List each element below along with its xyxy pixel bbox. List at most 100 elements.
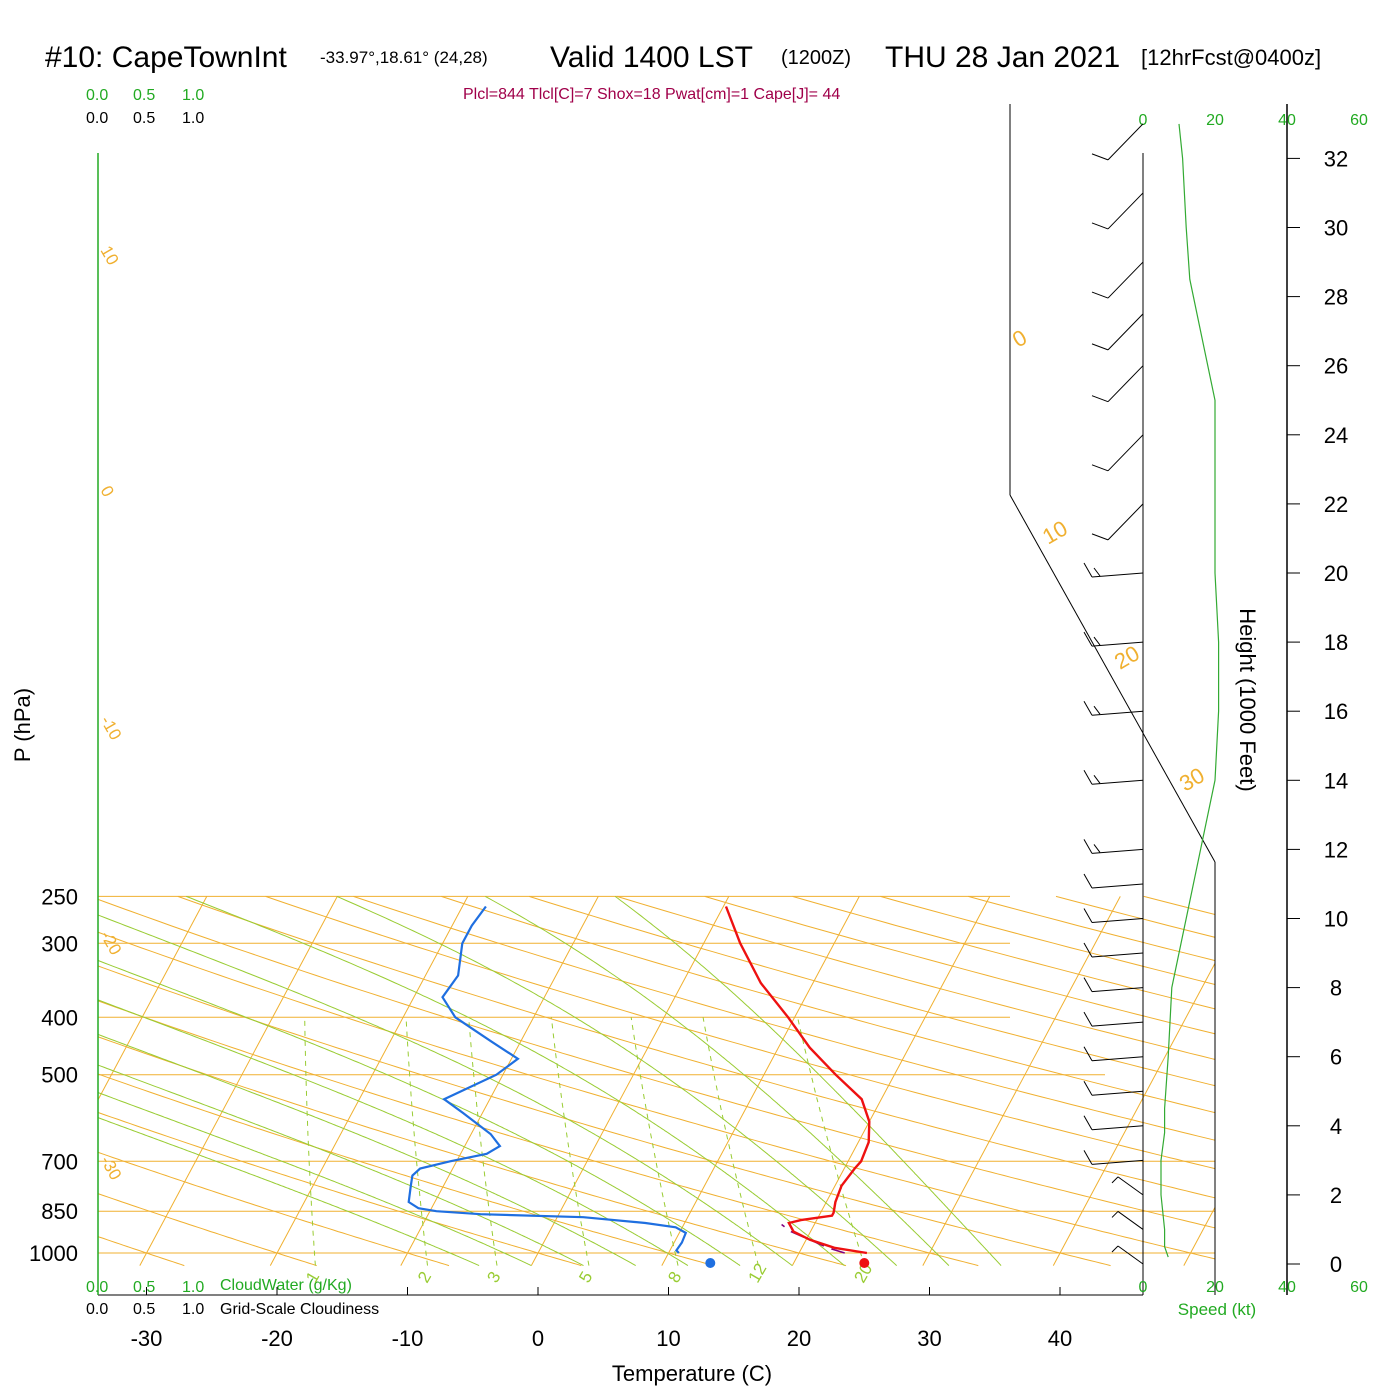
barb-staff (1091, 952, 1144, 958)
isotherm-label-left: -10 (97, 713, 126, 744)
speed-tick-label-top: 40 (1278, 112, 1296, 129)
barb-feather (1091, 291, 1109, 299)
dry-adiabat-line (98, 895, 1215, 1267)
moist-adiabat-line (98, 895, 584, 1267)
isotherm-line (269, 896, 469, 1266)
barb-feather (1083, 942, 1093, 958)
speed-tick-label-bottom: 60 (1350, 1279, 1368, 1296)
wind-barb (1091, 503, 1144, 541)
temperature-tick-label: -10 (392, 1326, 424, 1351)
barb-half-feather (1093, 567, 1101, 577)
x-axis-label: Temperature (C) (612, 1361, 772, 1386)
mixing-ratio-line (630, 1017, 679, 1266)
barb-staff (1091, 1090, 1144, 1096)
barb-staff (1107, 261, 1144, 299)
cloudwater-label: CloudWater (g/Kg) (220, 1277, 352, 1294)
barb-feather (1091, 153, 1109, 161)
mixing-ratio-line (304, 1017, 316, 1266)
dry-adiabat-line (528, 895, 1215, 1267)
isotherm-line (1183, 896, 1215, 1266)
mixing-ratio-label: 8 (664, 1268, 685, 1286)
temperature-tick-label: -20 (261, 1326, 293, 1351)
title-coords: -33.97°,18.61° (24,28) (320, 48, 488, 67)
title-valid: Valid 1400 LST (550, 41, 753, 74)
wind-barb (1091, 365, 1144, 403)
wind-barb (1091, 123, 1144, 161)
pressure-tick-label: 700 (41, 1149, 78, 1174)
plot-frame (98, 104, 1216, 1296)
barb-staff (1117, 1176, 1144, 1196)
isotherm-line (400, 896, 599, 1266)
speed-tick-label-bottom: 20 (1206, 1279, 1224, 1296)
cloud-scale-top: 0.0 0.5 1.0 0.0 0.5 1.0 (86, 87, 204, 127)
stability-indices: Plcl=844 Tlcl[C]=7 Shox=18 Pwat[cm]=1 Ca… (463, 86, 840, 103)
mixing-ratio-label: 5 (575, 1268, 596, 1286)
dry-adiabat-line (1320, 896, 1400, 1265)
barb-staff (1107, 192, 1144, 230)
moist-adiabat-line (98, 895, 689, 1267)
barb-feather (1083, 1115, 1093, 1131)
barb-staff (1107, 123, 1144, 161)
height-axis-label: Height (1000 Feet) (1235, 608, 1260, 791)
barb-staff (1091, 918, 1144, 923)
dry-adiabat-line (98, 895, 185, 1267)
dry-adiabat-line (98, 895, 450, 1267)
dewpoint-line (407, 905, 688, 1254)
title-zulu: (1200Z) (781, 47, 851, 69)
barb-half-feather (1093, 636, 1101, 646)
barb-staff (1117, 1245, 1144, 1265)
height-tick-label: 0 (1330, 1252, 1342, 1277)
temperature-tick-label: 0 (532, 1326, 544, 1351)
wind-barb (1083, 1046, 1144, 1062)
speed-tick-label-bottom: 0 (1139, 1279, 1148, 1296)
dry-adiabat-line (1143, 895, 1215, 1267)
pressure-tick-label: 500 (41, 1063, 78, 1088)
isotherm-label-right: 30 (1175, 762, 1209, 796)
barb-staff (1091, 1021, 1144, 1027)
height-tick-label: 2 (1330, 1183, 1342, 1208)
height-tick-label: 14 (1324, 768, 1348, 793)
barb-staff (1091, 641, 1144, 647)
pressure-tick-label: 850 (41, 1199, 78, 1224)
wind-barbs (1083, 123, 1144, 1265)
surface-temperature-dot (859, 1258, 870, 1268)
dry-adiabat-line (968, 895, 1215, 1267)
cloudiness-label: Grid-Scale Cloudiness (220, 1301, 379, 1318)
moist-adiabat-line (614, 895, 1002, 1266)
thermo-background (98, 895, 1400, 1267)
barb-staff (1091, 1159, 1144, 1165)
moist-adiabat-line (98, 895, 480, 1267)
barb-staff (1091, 710, 1144, 716)
wind-barb (1091, 261, 1144, 299)
barb-feather (1083, 873, 1093, 889)
scale-bottom-green-1: 0.5 (133, 1279, 155, 1296)
barb-feather (1083, 631, 1093, 647)
isotherm-line (791, 896, 991, 1266)
dry-adiabat-line (98, 895, 714, 1267)
mixing-ratio-line (702, 1017, 759, 1266)
barb-feather (1083, 977, 1093, 992)
barb-feather (1083, 1046, 1093, 1061)
dry-adiabat-line (265, 895, 1215, 1267)
barb-feather (1091, 464, 1109, 472)
barb-feather (1083, 908, 1093, 923)
wind-barb (1083, 873, 1144, 889)
scale-top-green-2: 1.0 (182, 87, 204, 104)
isotherm-label-right: 20 (1110, 640, 1144, 674)
wind-barb (1083, 839, 1144, 854)
dry-adiabat-line (1055, 895, 1215, 1267)
scale-bottom-black-1: 0.5 (133, 1301, 155, 1318)
height-tick-label: 24 (1324, 423, 1348, 448)
temperature-tick-label: 10 (656, 1326, 680, 1351)
mixing-ratio-line (405, 1017, 428, 1266)
barb-staff (1107, 434, 1144, 472)
barb-feather (1083, 700, 1093, 716)
barb-staff (1091, 987, 1144, 993)
mixing-ratio-label: 12 (745, 1260, 771, 1286)
barb-staff (1091, 779, 1144, 785)
speed-tick-label-bottom: 40 (1278, 1279, 1296, 1296)
wind-barb (1083, 942, 1144, 958)
barb-feather (1083, 839, 1093, 854)
speed-axis-label: Speed (kt) (1178, 1300, 1256, 1319)
